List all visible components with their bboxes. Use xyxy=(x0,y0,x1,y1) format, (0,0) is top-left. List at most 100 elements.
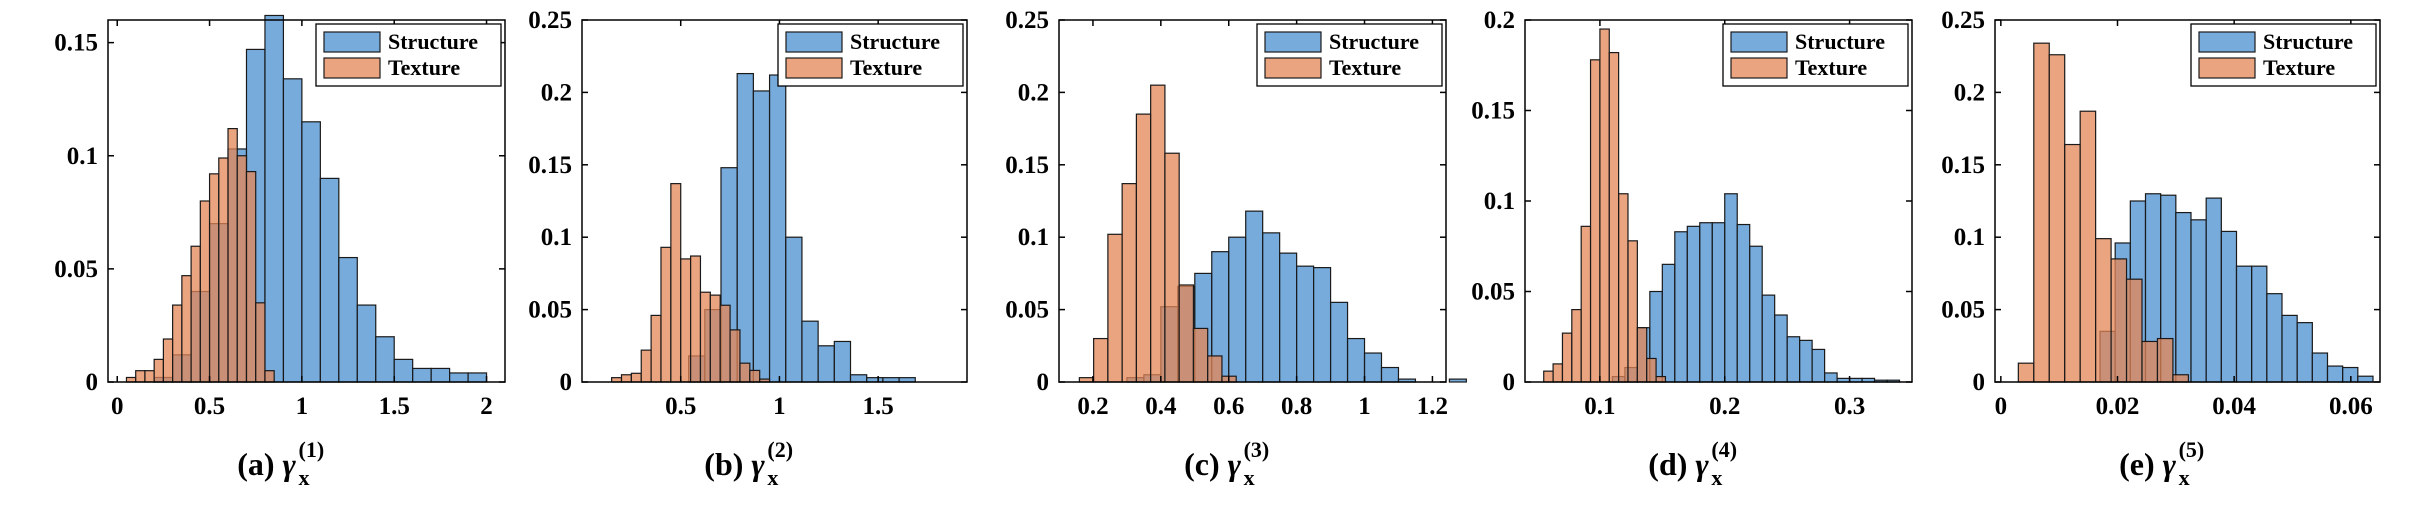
y-tick-label: 0.05 xyxy=(528,297,572,324)
structure-bar xyxy=(2281,314,2298,383)
structure-bar xyxy=(1799,339,1813,383)
texture-bar xyxy=(1543,370,1554,383)
structure-bar xyxy=(1774,314,1788,383)
texture-bar xyxy=(1589,59,1601,383)
legend-swatch-structure xyxy=(1730,31,1788,53)
legend-label-structure: Structure xyxy=(388,29,478,54)
texture-bar xyxy=(1655,375,1667,383)
caption-superscript: (5) xyxy=(2179,437,2205,462)
texture-bar xyxy=(2048,54,2066,383)
legend-swatch-texture xyxy=(1730,57,1788,79)
x-tick-label: 0.3 xyxy=(1834,393,1865,420)
x-tick-label: 0.5 xyxy=(194,393,225,420)
texture-bar xyxy=(699,291,711,383)
legend-swatch-texture xyxy=(2198,57,2256,79)
caption-label: (b) xyxy=(704,446,751,482)
y-tick-label: 0.05 xyxy=(1005,297,1049,324)
texture-bar xyxy=(640,349,652,383)
chart-panel-4: 0 0.02 0.04 0.06 0 0.05 0.1 0.15 0.2 0.25 Structur… xyxy=(1941,7,2381,490)
legend-swatch-structure xyxy=(785,31,843,53)
axes-box xyxy=(107,19,506,383)
caption: (e) γ xyxy=(2119,446,2177,482)
y-tick-label: 0.1 xyxy=(541,224,572,251)
y-tick-label: 0.05 xyxy=(54,256,98,283)
structure-bar xyxy=(1661,263,1676,383)
legend-label-structure: Structure xyxy=(1329,29,1419,54)
texture-bar xyxy=(1608,51,1620,383)
structure-bar xyxy=(2326,365,2344,383)
x-tick-label: 0.8 xyxy=(1281,393,1312,420)
y-tick-label: 0.25 xyxy=(528,7,572,34)
texture-bar xyxy=(630,372,642,383)
structure-bar xyxy=(1761,294,1776,383)
structure-bar xyxy=(1228,236,1247,383)
caption-superscript: (2) xyxy=(767,437,793,462)
caption-subscript: x xyxy=(2179,465,2190,490)
texture-bar xyxy=(236,155,248,383)
texture-bar xyxy=(135,370,146,383)
texture-bar xyxy=(1618,193,1629,383)
texture-bar xyxy=(689,255,702,383)
x-tick-label: 1 xyxy=(773,393,786,420)
texture-bar xyxy=(1178,284,1195,383)
structure-bar xyxy=(449,372,469,383)
texture-bar xyxy=(1561,332,1573,383)
texture-bar xyxy=(2110,258,2128,383)
caption-label: (c) xyxy=(1184,446,1228,482)
x-tick-label: 0.06 xyxy=(2329,393,2373,420)
structure-bar xyxy=(1296,265,1315,383)
x-tick-label: 0.02 xyxy=(2096,393,2140,420)
texture-bar xyxy=(144,370,155,383)
y-tick-label: 0.2 xyxy=(1484,7,1515,34)
y-tick-label: 0.15 xyxy=(54,30,98,57)
texture-bar xyxy=(218,157,229,383)
caption: (b) γ xyxy=(704,446,765,482)
structure-bar xyxy=(1736,223,1751,383)
texture-bar xyxy=(1135,113,1152,383)
structure-bar xyxy=(393,358,414,383)
texture-bar xyxy=(749,369,761,383)
x-tick-label: 0 xyxy=(1995,393,2008,420)
texture-bar xyxy=(227,128,238,383)
texture-bar xyxy=(153,358,164,383)
legend-label-texture: Texture xyxy=(2263,55,2335,80)
texture-bar xyxy=(1207,355,1223,383)
structure-bar xyxy=(2190,219,2207,383)
x-tick-label: 0.1 xyxy=(1584,393,1615,420)
axes-box xyxy=(1994,19,2381,383)
x-tick-label: 1.5 xyxy=(379,393,410,420)
x-tick-label: 0.2 xyxy=(1077,393,1108,420)
caption: (a) γ xyxy=(237,446,296,482)
texture-bar xyxy=(1627,240,1638,383)
texture-bar xyxy=(660,246,672,383)
texture-bar xyxy=(245,170,257,383)
x-tick-label: 0.6 xyxy=(1213,393,1244,420)
structure-bar xyxy=(2220,230,2238,383)
caption-symbol: γ xyxy=(1695,446,1709,482)
caption: (c) γ xyxy=(1184,446,1242,482)
texture-bar xyxy=(2125,278,2143,383)
caption-label: (e) xyxy=(2119,446,2163,482)
caption-symbol: γ xyxy=(283,446,297,482)
caption-label: (d) xyxy=(1648,446,1695,482)
y-tick-label: 0.1 xyxy=(1954,224,1985,251)
x-tick-label: 2 xyxy=(480,393,493,420)
caption-superscript: (4) xyxy=(1711,437,1737,462)
structure-bar xyxy=(1724,193,1738,383)
x-tick-label: 0.2 xyxy=(1709,393,1740,420)
texture-bar xyxy=(2095,238,2112,383)
y-tick-label: 0 xyxy=(560,369,573,396)
legend-label-texture: Texture xyxy=(388,55,460,80)
texture-bar xyxy=(1636,327,1648,383)
y-tick-label: 0.1 xyxy=(67,143,98,170)
y-tick-label: 0.15 xyxy=(1471,98,1515,125)
texture-bar xyxy=(1580,225,1592,383)
texture-bar xyxy=(2017,362,2035,383)
texture-bar xyxy=(1093,337,1109,383)
structure-bar xyxy=(264,14,285,383)
texture-bar xyxy=(680,258,692,383)
